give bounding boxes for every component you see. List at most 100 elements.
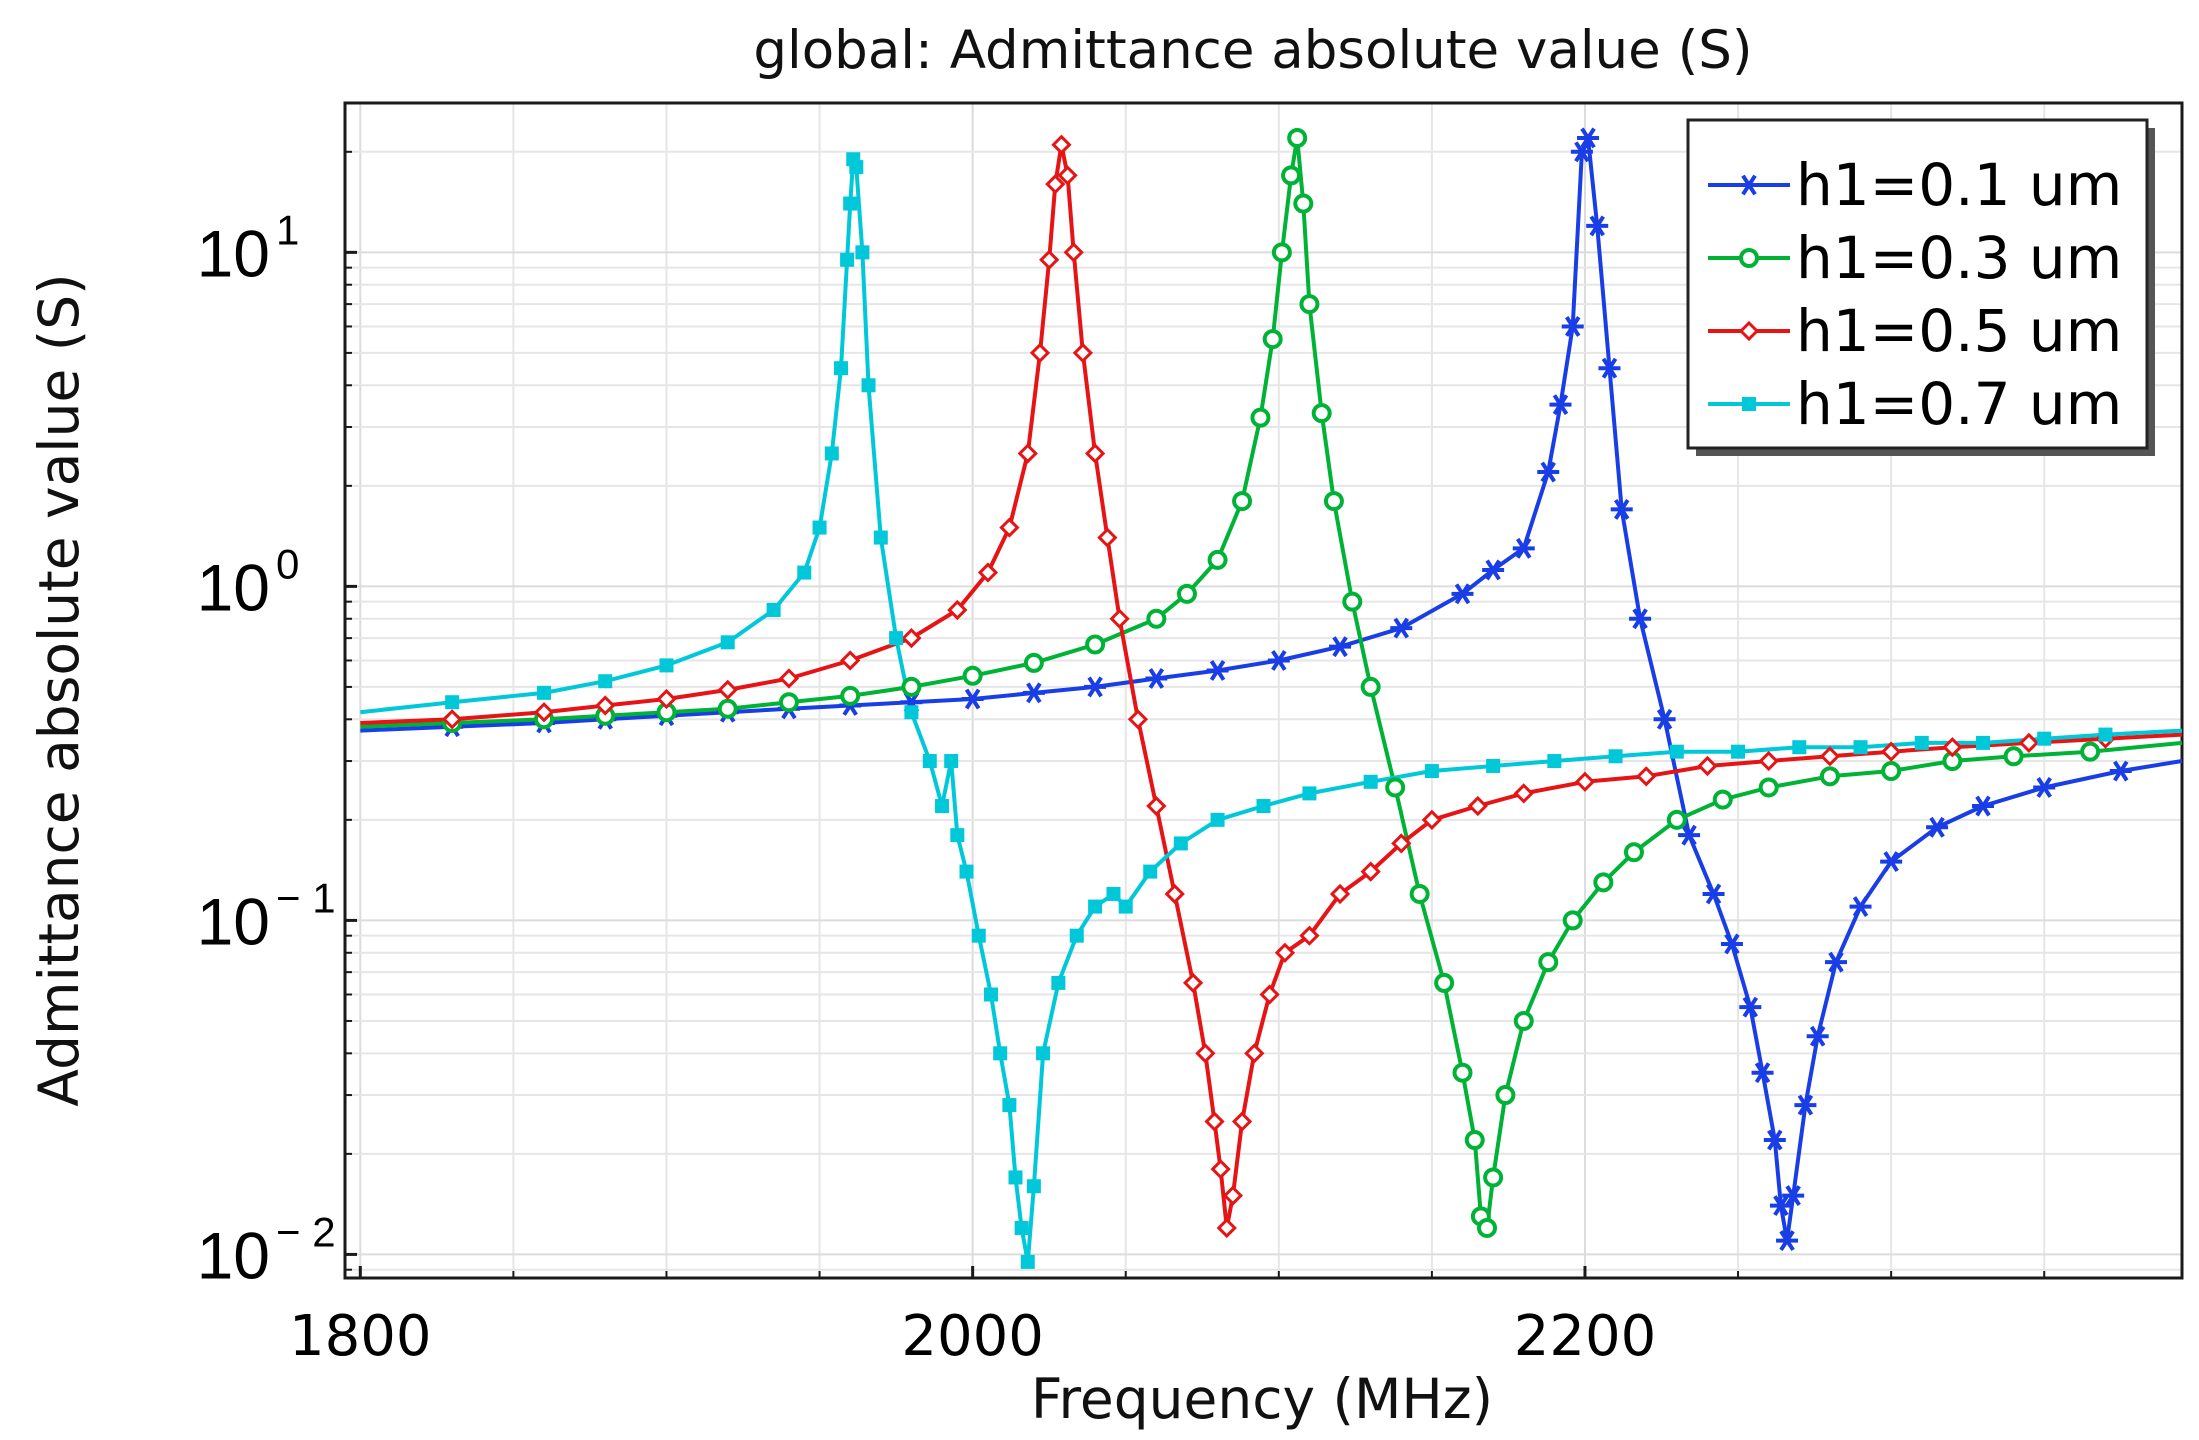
marker-square [1731, 744, 1746, 759]
marker-asterisk [1825, 951, 1848, 973]
marker-square [537, 685, 552, 700]
marker-asterisk [1610, 498, 1633, 520]
marker-asterisk [1849, 896, 1872, 918]
marker-diamond [1259, 984, 1280, 1005]
marker-square [1256, 799, 1271, 814]
marker-square [1608, 749, 1623, 764]
marker-square [812, 520, 827, 535]
y-tick-exponent: − 1 [276, 874, 336, 921]
marker-square [1792, 740, 1807, 755]
marker-circle [1495, 1085, 1516, 1106]
marker-asterisk [1678, 824, 1701, 846]
marker-diamond [1146, 795, 1167, 817]
marker-diamond [1391, 833, 1412, 854]
marker-circle [1712, 789, 1733, 810]
marker-square [797, 565, 812, 580]
y-tick-exponent: − 2 [276, 1208, 336, 1255]
y-tick-exponent: 1 [276, 206, 299, 253]
marker-asterisk [1806, 1025, 1829, 1047]
marker-diamond [717, 679, 738, 700]
marker-asterisk [1763, 1129, 1786, 1151]
x-axis-ticks: 1800 2000 2200 [289, 1266, 2046, 1369]
marker-asterisk [961, 688, 984, 710]
marker-square [1026, 1179, 1041, 1194]
marker-circle [1464, 1130, 1485, 1151]
marker-diamond [1084, 443, 1106, 464]
marker-circle [1666, 809, 1687, 830]
marker-circle [1881, 761, 1902, 782]
marker-diamond [533, 702, 555, 723]
marker-asterisk [1586, 215, 1609, 237]
marker-square [993, 1046, 1008, 1061]
marker-square [1173, 836, 1188, 851]
legend-label: h1=0.7 um [1796, 370, 2122, 438]
marker-square [720, 635, 735, 650]
marker-square [904, 705, 919, 720]
marker-circle [1146, 608, 1167, 629]
marker-square [766, 602, 781, 617]
marker-square [1143, 864, 1158, 879]
marker-circle [1434, 972, 1455, 993]
marker-circle [1023, 652, 1044, 673]
marker-diamond [1072, 342, 1093, 364]
y-axis-label: Admittance absolute value (S) [27, 273, 91, 1106]
marker-diamond [840, 650, 861, 671]
marker-asterisk [1329, 636, 1352, 658]
marker-square [1363, 774, 1378, 789]
marker-diamond [1097, 527, 1118, 548]
marker-circle [1281, 165, 1302, 186]
series-line [360, 157, 2183, 1264]
marker-square [950, 828, 965, 843]
marker-square [1975, 735, 1990, 750]
marker-circle [1819, 766, 1840, 787]
marker-square [840, 252, 855, 267]
marker-asterisk [1782, 1185, 1805, 1207]
marker-diamond [1231, 1111, 1253, 1132]
y-tick-label: 10 [197, 884, 270, 958]
marker-asterisk [1206, 660, 1229, 681]
marker-asterisk [1549, 394, 1572, 416]
marker-square [1002, 1098, 1017, 1113]
marker-circle [1271, 242, 1292, 263]
marker-circle [1452, 1062, 1473, 1083]
marker-diamond [595, 695, 616, 716]
marker-asterisk [2109, 760, 2132, 782]
marker-square [1669, 744, 1684, 759]
marker-circle [1262, 329, 1283, 350]
legend-label: h1=0.5 um [1796, 297, 2122, 365]
marker-asterisk [1880, 851, 1903, 873]
marker-diamond [1164, 883, 1185, 905]
marker-circle [2080, 741, 2101, 762]
marker-diamond [1182, 972, 1204, 994]
marker-circle [717, 698, 738, 719]
marker-circle [1293, 193, 1314, 214]
marker-circle [1299, 294, 1320, 315]
marker-asterisk [1926, 816, 1949, 838]
marker-asterisk [1084, 676, 1107, 698]
marker-square [659, 658, 674, 673]
marker-asterisk [1570, 141, 1593, 163]
marker-diamond [1216, 1217, 1237, 1239]
marker-square [849, 160, 864, 175]
x-tick-label: 2200 [1514, 1304, 1657, 1369]
marker-circle [2003, 746, 2024, 767]
marker-circle [901, 676, 922, 697]
marker-diamond [1329, 883, 1351, 905]
marker-square [833, 361, 848, 376]
marker-diamond [1299, 925, 1320, 946]
marker-square [873, 530, 888, 545]
marker-circle [840, 685, 861, 706]
marker-circle [1758, 777, 1779, 798]
marker-diamond [1109, 608, 1130, 629]
marker-circle [1385, 777, 1406, 798]
marker-circle [1250, 407, 1271, 428]
marker-diamond [1127, 709, 1149, 730]
marker-square [843, 196, 858, 211]
marker-asterisk [1577, 127, 1600, 149]
marker-diamond [947, 599, 968, 621]
marker-square [1914, 735, 1929, 750]
marker-asterisk [1971, 795, 1994, 817]
marker-asterisk [2033, 777, 2056, 798]
marker-diamond [1057, 165, 1078, 186]
